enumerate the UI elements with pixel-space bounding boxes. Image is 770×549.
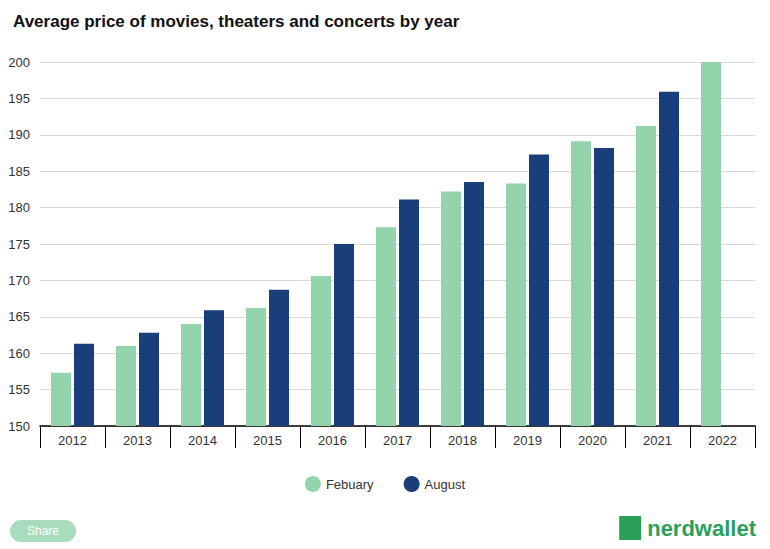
- svg-text:Febuary: Febuary: [326, 477, 374, 492]
- svg-text:180: 180: [8, 200, 30, 215]
- svg-text:190: 190: [8, 127, 30, 142]
- svg-text:185: 185: [8, 164, 30, 179]
- svg-text:nerdwallet: nerdwallet: [647, 516, 756, 541]
- svg-text:150: 150: [8, 419, 30, 434]
- svg-text:2018: 2018: [448, 433, 477, 448]
- svg-text:195: 195: [8, 91, 30, 106]
- svg-text:165: 165: [8, 309, 30, 324]
- svg-text:2021: 2021: [643, 433, 672, 448]
- svg-text:2020: 2020: [578, 433, 607, 448]
- svg-text:2017: 2017: [383, 433, 412, 448]
- svg-text:160: 160: [8, 346, 30, 361]
- svg-text:2014: 2014: [188, 433, 217, 448]
- svg-text:2022: 2022: [708, 433, 737, 448]
- svg-text:2016: 2016: [318, 433, 347, 448]
- svg-text:170: 170: [8, 273, 30, 288]
- svg-text:2012: 2012: [58, 433, 87, 448]
- svg-text:155: 155: [8, 382, 30, 397]
- svg-text:Share: Share: [27, 524, 59, 538]
- svg-text:2019: 2019: [513, 433, 542, 448]
- svg-text:175: 175: [8, 237, 30, 252]
- svg-text:2013: 2013: [123, 433, 152, 448]
- svg-text:200: 200: [8, 55, 30, 70]
- svg-text:August: August: [425, 477, 466, 492]
- svg-text:Average price of movies, theat: Average price of movies, theaters and co…: [13, 12, 460, 31]
- svg-text:2015: 2015: [253, 433, 282, 448]
